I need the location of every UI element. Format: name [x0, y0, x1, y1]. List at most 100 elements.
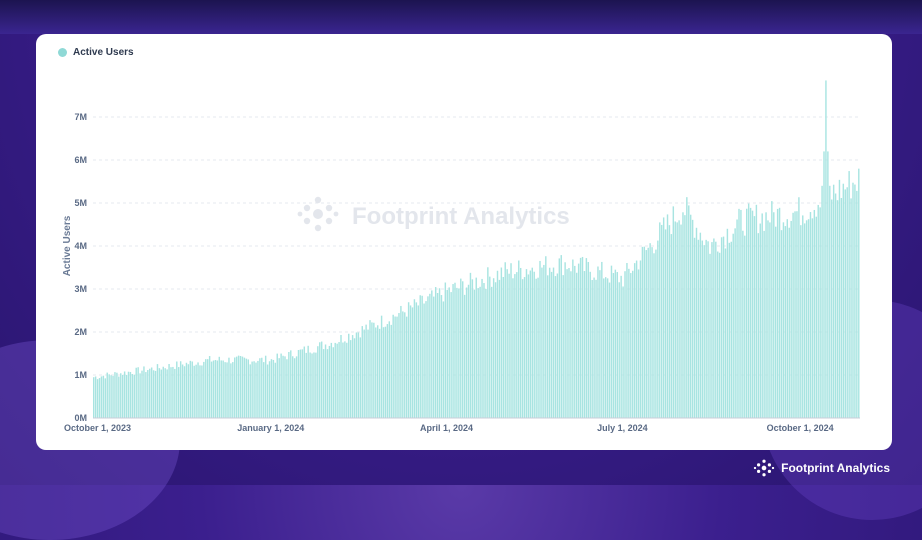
- bar: [545, 256, 547, 418]
- bar: [425, 301, 427, 418]
- bar: [139, 373, 141, 418]
- bar: [191, 361, 193, 418]
- bar: [589, 271, 591, 418]
- bar: [108, 374, 110, 418]
- bar: [510, 263, 512, 418]
- bar: [487, 267, 489, 418]
- bar: [261, 357, 263, 418]
- footer-brand[interactable]: Footprint Analytics: [753, 459, 890, 477]
- bar: [502, 276, 505, 418]
- bar: [326, 349, 329, 418]
- bar: [442, 301, 445, 418]
- bar: [344, 341, 346, 418]
- bar: [707, 241, 709, 418]
- bar: [661, 224, 663, 418]
- y-tick-label: 1M: [74, 370, 87, 380]
- bar: [757, 233, 760, 418]
- bar: [158, 368, 161, 418]
- bar: [858, 168, 860, 418]
- bar: [740, 209, 742, 418]
- bar: [226, 362, 228, 418]
- bar: [181, 364, 184, 418]
- bar: [116, 372, 118, 418]
- legend-swatch: [58, 48, 67, 57]
- bar: [821, 185, 823, 418]
- bar: [844, 189, 846, 418]
- bar: [519, 267, 522, 418]
- bar: [224, 362, 226, 418]
- bar: [172, 366, 174, 418]
- bar: [206, 359, 209, 418]
- bar: [160, 369, 163, 418]
- bar: [709, 253, 711, 418]
- bar: [143, 366, 145, 418]
- bar: [421, 295, 423, 418]
- bar: [338, 342, 340, 418]
- bar: [102, 375, 105, 418]
- bar: [608, 282, 611, 418]
- bar: [243, 357, 246, 418]
- bar: [496, 270, 499, 418]
- bar: [790, 220, 792, 418]
- bar: [738, 208, 740, 418]
- bar: [815, 216, 817, 418]
- bar: [197, 362, 199, 418]
- bar: [800, 225, 802, 418]
- bar: [576, 272, 578, 418]
- x-tick-label: October 1, 2024: [767, 423, 834, 433]
- bar: [492, 278, 495, 418]
- bar: [664, 229, 667, 418]
- bar: [701, 240, 704, 418]
- bar: [494, 282, 497, 418]
- bar: [210, 361, 213, 418]
- bar: [722, 236, 725, 418]
- bar: [732, 233, 734, 418]
- bar: [693, 237, 696, 418]
- bar: [388, 321, 391, 418]
- bar: [216, 360, 219, 418]
- bar: [585, 258, 588, 418]
- bar: [823, 151, 825, 418]
- bar: [747, 203, 750, 418]
- bar: [597, 266, 599, 418]
- bar: [332, 347, 334, 418]
- bars: [93, 80, 860, 418]
- bar: [315, 352, 317, 418]
- bar: [788, 227, 790, 418]
- bar: [228, 357, 230, 418]
- bar: [131, 374, 134, 418]
- bar: [655, 249, 657, 418]
- bar: [798, 197, 800, 418]
- bar: [324, 344, 327, 418]
- x-tick-label: July 1, 2024: [597, 423, 648, 433]
- bar: [614, 269, 617, 418]
- bar: [803, 223, 806, 418]
- bar: [423, 303, 425, 418]
- bar: [419, 295, 421, 418]
- bar: [717, 251, 719, 418]
- chart-legend[interactable]: Active Users: [58, 47, 134, 58]
- bar: [156, 364, 159, 418]
- bar: [125, 374, 128, 418]
- bar: [618, 282, 620, 418]
- bar: [178, 367, 180, 418]
- bar: [525, 269, 528, 418]
- bar: [288, 352, 290, 418]
- bar: [162, 366, 164, 418]
- bar: [195, 364, 197, 418]
- bar: [527, 274, 530, 418]
- y-tick-label: 2M: [74, 327, 87, 337]
- bar: [604, 277, 607, 418]
- bar: [811, 218, 814, 418]
- bar: [189, 360, 192, 418]
- bar: [784, 226, 787, 418]
- bar: [301, 349, 304, 418]
- bar: [771, 201, 773, 418]
- bar: [179, 361, 182, 418]
- bar: [187, 364, 190, 418]
- bar: [150, 367, 153, 418]
- bar: [633, 263, 636, 418]
- bar: [462, 281, 464, 418]
- bar: [674, 221, 676, 418]
- bar: [417, 305, 419, 418]
